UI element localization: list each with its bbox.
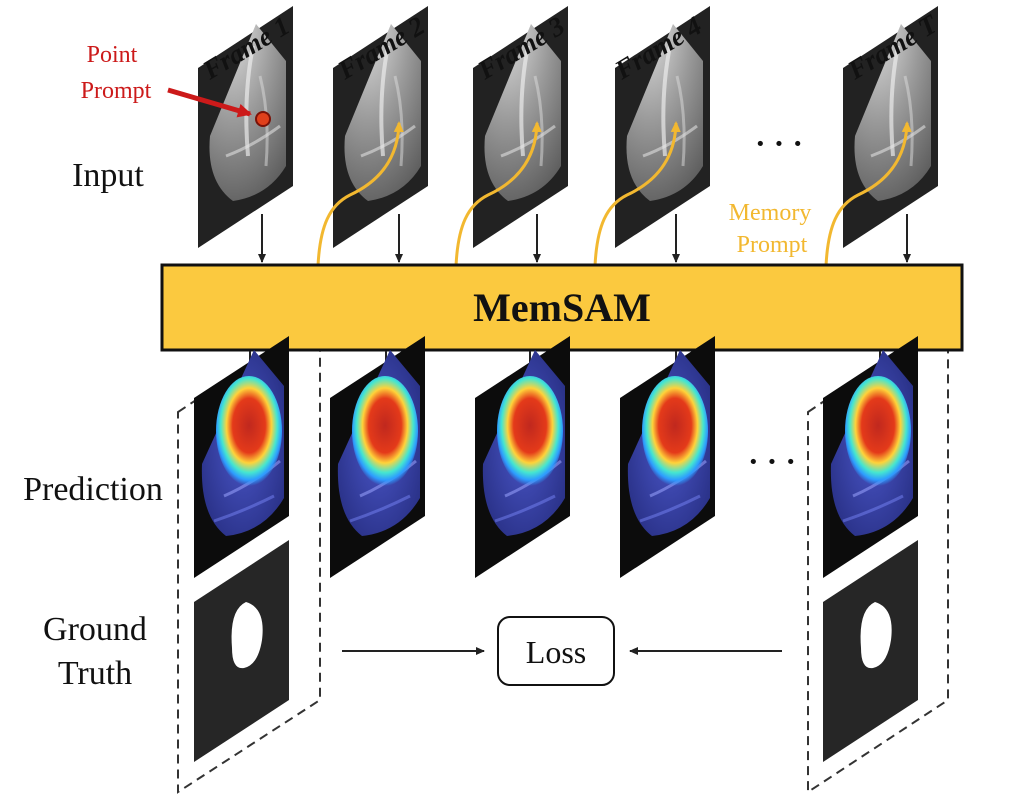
memory-arrow-2	[316, 121, 404, 267]
memory-prompt-label-line1: Memory	[729, 200, 812, 226]
input-row-label: Input	[72, 157, 144, 194]
loss-label: Loss	[526, 634, 586, 670]
memory-arrow-3	[454, 121, 542, 267]
ground-truth-label-line1: Ground	[43, 611, 147, 648]
ellipsis-prediction: · · ·	[748, 443, 796, 479]
prediction-row-label: Prediction	[23, 471, 163, 508]
loss-box	[497, 616, 615, 686]
prediction-frame-4	[618, 334, 717, 580]
prediction-frame-1	[192, 334, 291, 580]
prediction-frame-3	[473, 334, 572, 580]
point-prompt-arrow	[167, 87, 252, 118]
prediction-frame-2	[328, 334, 427, 580]
ground-truth-label-line2: Truth	[58, 655, 132, 692]
memory-prompt-label-line2: Prompt	[737, 232, 808, 258]
point-prompt-dot	[255, 111, 271, 127]
ellipsis-input: · · ·	[755, 125, 803, 161]
point-prompt-label-line1: Point	[87, 42, 138, 68]
memsam-label: MemSAM	[473, 285, 651, 330]
memory-arrow-T	[824, 121, 912, 267]
point-prompt-label-line2: Prompt	[81, 78, 152, 104]
memory-arrow-4	[593, 121, 681, 267]
prediction-frame-T	[821, 334, 920, 580]
